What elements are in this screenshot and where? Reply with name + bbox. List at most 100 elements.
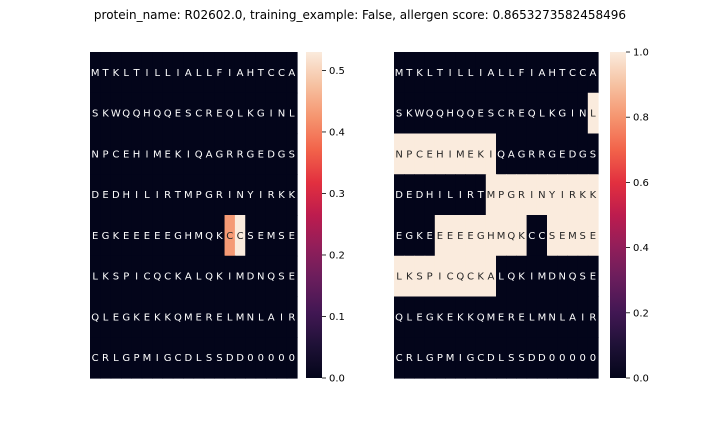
cell-letter: S	[580, 272, 586, 283]
heatmap-cell	[506, 296, 517, 338]
heatmap-cell	[152, 296, 164, 338]
heatmap-cell	[445, 255, 456, 298]
heatmap-cell	[286, 337, 298, 379]
cell-letter: L	[227, 312, 233, 323]
heatmap-cell	[224, 215, 236, 257]
heatmap-cell	[141, 255, 153, 298]
heatmap-cell	[516, 337, 528, 379]
heatmap-cell	[131, 92, 143, 135]
cell-letter: L	[165, 68, 171, 79]
heatmap-cell	[506, 174, 517, 216]
cell-letter: K	[518, 231, 525, 242]
cell-letter: T	[405, 68, 413, 79]
cell-letter: G	[558, 109, 566, 120]
heatmap-cell	[434, 337, 446, 379]
heatmap-cell	[557, 52, 568, 94]
heatmap-cell	[203, 92, 215, 135]
heatmap-cell	[172, 52, 184, 94]
cell-letter: G	[205, 190, 213, 201]
cell-letter: S	[396, 109, 402, 120]
heatmap-cell	[193, 52, 205, 94]
cell-letter: I	[145, 68, 148, 79]
cell-letter: N	[257, 272, 264, 283]
cell-letter: N	[278, 109, 285, 120]
cell-letter: E	[216, 109, 222, 120]
heatmap-cell	[214, 296, 226, 338]
heatmap-cell	[394, 133, 405, 175]
cell-letter: P	[498, 190, 504, 201]
heatmap-cell	[526, 215, 538, 257]
heatmap-cell	[404, 52, 415, 94]
cell-letter: N	[247, 312, 254, 323]
heatmap-cell	[485, 255, 497, 298]
heatmap-cell	[445, 133, 456, 175]
colorbar-tick-label: 0.5	[329, 66, 345, 77]
heatmap-cell	[536, 133, 548, 175]
cell-letter: E	[498, 312, 504, 323]
heatmap-cell	[404, 337, 415, 379]
heatmap-cell	[536, 296, 548, 338]
heatmap-cell	[475, 52, 487, 94]
heatmap-cell	[90, 174, 101, 216]
heatmap-cell	[110, 215, 122, 257]
heatmap-cell	[587, 174, 599, 216]
cell-letter: E	[437, 231, 443, 242]
heatmap-cell	[526, 92, 538, 135]
cell-letter: S	[278, 272, 284, 283]
heatmap-cell	[394, 92, 405, 135]
heatmap-cell	[90, 52, 101, 94]
heatmap-cell	[276, 174, 288, 216]
cell-letter: Q	[456, 109, 464, 120]
cell-letter: E	[467, 231, 473, 242]
cell-letter: G	[247, 149, 255, 160]
cell-letter: A	[569, 312, 576, 323]
cell-letter: 0	[580, 353, 586, 364]
heatmap-cell	[100, 92, 112, 135]
cell-letter: E	[113, 312, 119, 323]
heatmap-cell	[265, 255, 277, 298]
cell-letter: D	[267, 149, 275, 160]
heatmap-cell	[214, 174, 226, 216]
heatmap-cell	[445, 174, 456, 216]
heatmap-cell	[162, 133, 174, 175]
cell-letter: T	[257, 68, 265, 79]
heatmap-cell	[506, 215, 517, 257]
cell-letter: K	[113, 231, 120, 242]
heatmap-cell	[193, 296, 205, 338]
cell-letter: A	[487, 68, 494, 79]
cell-letter: L	[498, 353, 504, 364]
heatmap-cell	[100, 255, 112, 298]
heatmap-cell	[404, 215, 415, 257]
heatmap-cell	[152, 92, 164, 135]
cell-letter: C	[467, 272, 474, 283]
heatmap-cell	[224, 255, 236, 298]
heatmap-cell	[414, 337, 426, 379]
cell-letter: K	[164, 312, 171, 323]
cell-letter: E	[258, 231, 264, 242]
cell-letter: K	[477, 272, 484, 283]
heatmap-cell	[455, 337, 466, 379]
cell-letter: L	[258, 312, 264, 323]
cell-letter: E	[102, 190, 108, 201]
cell-letter: E	[289, 231, 295, 242]
heatmap-cell	[224, 52, 236, 94]
colorbar-tick-label: 0.0	[329, 374, 345, 385]
cell-letter: E	[467, 149, 473, 160]
heatmap-cell	[536, 255, 548, 298]
cell-letter: S	[508, 353, 514, 364]
colorbar-tick-label: 0.6	[633, 178, 649, 189]
cell-letter: H	[548, 68, 556, 79]
cell-letter: D	[548, 272, 556, 283]
cell-letter: E	[427, 231, 433, 242]
cell-letter: R	[164, 190, 171, 201]
cell-letter: E	[196, 312, 202, 323]
heatmap-cell	[245, 255, 257, 298]
cell-letter: M	[91, 68, 100, 79]
heatmap-cell	[110, 174, 122, 216]
cell-letter: C	[538, 231, 545, 242]
cell-letter: I	[581, 312, 584, 323]
cell-letter: G	[405, 231, 413, 242]
heatmap-cell	[577, 174, 589, 216]
cell-letter: D	[569, 149, 577, 160]
heatmap-cell	[506, 337, 517, 379]
